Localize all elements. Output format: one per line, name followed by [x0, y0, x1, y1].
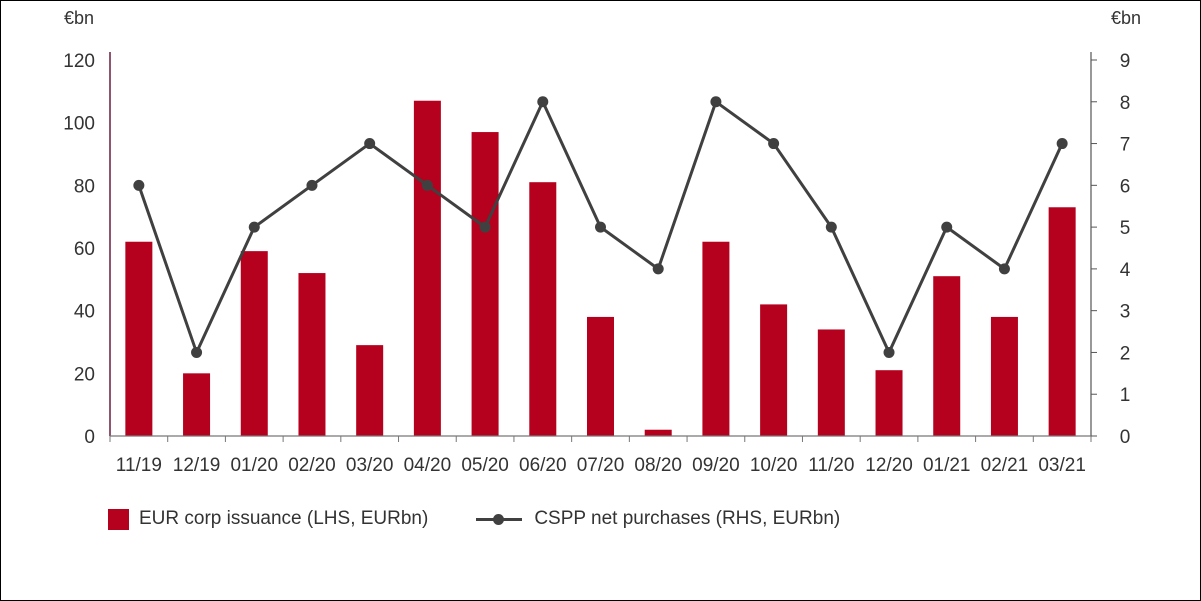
bar-01-21: [933, 276, 961, 436]
right-tick-label: 8: [1120, 93, 1131, 114]
bar-04-20: [413, 100, 441, 436]
cspp-point-11-19: [133, 179, 145, 191]
bar-01-20: [240, 251, 268, 436]
cspp-point-03-21: [1056, 138, 1068, 150]
bar-05-20: [471, 132, 499, 437]
x-tick-label: 07/20: [577, 455, 625, 476]
left-tick-label: 20: [74, 364, 95, 385]
x-tick-label: 04/20: [404, 455, 452, 476]
x-tick-label: 06/20: [519, 455, 567, 476]
x-tick-label: 12/20: [865, 455, 913, 476]
bar-02-20: [298, 273, 326, 436]
right-tick-label: 2: [1120, 343, 1131, 364]
right-tick-label: 7: [1120, 135, 1131, 156]
cspp-point-10-20: [768, 138, 780, 150]
x-tick-label: 11/19: [116, 455, 162, 476]
cspp-point-08-20: [652, 263, 664, 275]
cspp-point-03-20: [364, 138, 376, 150]
x-tick-label: 05/20: [461, 455, 509, 476]
bar-12-20: [875, 370, 903, 436]
x-tick-label: 01/21: [923, 455, 971, 476]
legend-bar-swatch: [108, 508, 129, 530]
cspp-point-06-20: [537, 96, 549, 108]
x-tick-label: 02/21: [981, 455, 1029, 476]
legend-label-issuance: EUR corp issuance (LHS, EURbn): [139, 508, 429, 529]
x-tick-label: 09/20: [692, 455, 740, 476]
bar-09-20: [702, 241, 730, 436]
right-tick-label: 1: [1120, 385, 1131, 406]
right-tick-label: 4: [1120, 260, 1131, 281]
bar-11-20: [817, 329, 845, 436]
right-axis-unit-label: €bn: [1111, 8, 1142, 28]
bar-02-21: [990, 316, 1018, 436]
line-layer: [133, 96, 1068, 358]
right-tick-label: 0: [1120, 427, 1131, 448]
bar-10-20: [760, 304, 788, 436]
cspp-point-12-19: [191, 346, 203, 358]
x-tick-label: 02/20: [288, 455, 336, 476]
x-tick-label: 08/20: [634, 455, 682, 476]
left-tick-label: 0: [84, 427, 95, 448]
right-tick-label: 6: [1120, 176, 1131, 197]
bar-11-19: [125, 241, 153, 436]
bars-layer: [125, 100, 1076, 437]
x-tick-label: 11/20: [808, 455, 854, 476]
cspp-point-04-20: [421, 179, 433, 191]
right-tick-label: 5: [1120, 218, 1131, 239]
legend: EUR corp issuance (LHS, EURbn) CSPP net …: [108, 508, 888, 530]
cspp-point-01-21: [941, 221, 953, 233]
legend-item-issuance: EUR corp issuance (LHS, EURbn): [108, 508, 428, 530]
x-tick-label: 03/21: [1038, 455, 1086, 476]
left-tick-label: 120: [63, 51, 95, 72]
left-axis-unit-label: €bn: [64, 8, 95, 28]
x-tick-label: 01/20: [230, 455, 278, 476]
bar-03-20: [356, 345, 384, 436]
bar-12-19: [183, 373, 211, 436]
bar-07-20: [587, 316, 614, 436]
bar-06-20: [529, 182, 557, 436]
left-tick-label: 60: [74, 239, 95, 260]
left-tick-label: 100: [63, 114, 95, 135]
x-tick-label: 12/19: [173, 455, 221, 476]
x-tick-label: 03/20: [346, 455, 394, 476]
x-tick-label: 10/20: [750, 455, 798, 476]
cspp-point-02-20: [306, 179, 318, 191]
cspp-point-07-20: [595, 221, 606, 233]
legend-line-swatch: [476, 509, 523, 529]
bar-08-20: [644, 429, 672, 436]
right-tick-label: 9: [1120, 51, 1131, 72]
legend-item-cspp: CSPP net purchases (RHS, EURbn): [476, 508, 840, 530]
labels-layer: 0 20 40 60 80 100 120 0 1 2 3 4 5 6 7 8 9 11/19 12/19 01/20…: [63, 51, 1130, 476]
cspp-point-11-20: [825, 221, 837, 233]
cspp-point-02-21: [998, 263, 1010, 275]
left-tick-label: 80: [74, 176, 95, 197]
cspp-point-05-20: [479, 221, 491, 233]
legend-label-cspp: CSPP net purchases (RHS, EURbn): [534, 508, 841, 529]
cspp-point-12-20: [883, 346, 895, 358]
axes-layer: [109, 52, 1097, 442]
cspp-point-09-20: [710, 96, 722, 108]
left-tick-label: 40: [74, 302, 95, 323]
cspp-point-01-20: [248, 221, 260, 233]
bar-03-21: [1048, 207, 1076, 436]
right-tick-label: 3: [1120, 302, 1131, 323]
